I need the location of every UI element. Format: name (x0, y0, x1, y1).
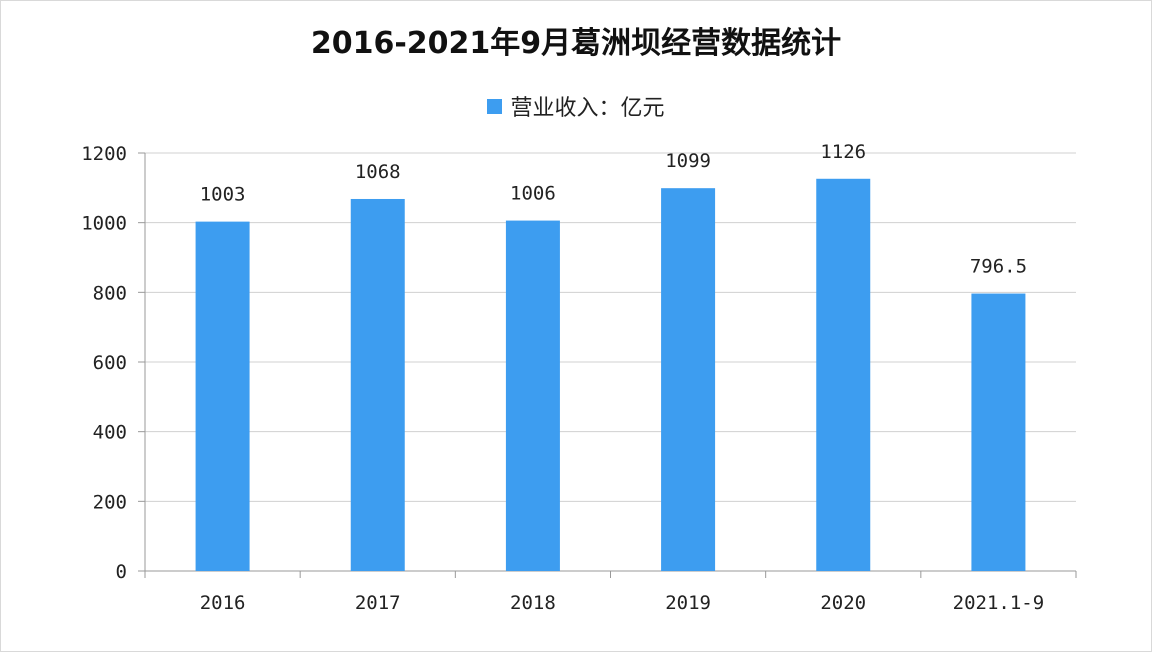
data-label: 1126 (820, 141, 866, 163)
legend-swatch (487, 98, 503, 114)
y-tick-label: 200 (93, 491, 127, 513)
y-tick-label: 1000 (81, 213, 127, 235)
x-tick-label: 2017 (355, 592, 401, 614)
y-tick-label: 800 (93, 282, 127, 304)
data-label: 1099 (665, 150, 711, 172)
x-tick-label: 2018 (510, 592, 556, 614)
x-tick-label: 2016 (200, 592, 246, 614)
y-tick-label: 400 (93, 422, 127, 444)
legend: 营业收入：亿元 (0, 90, 1152, 122)
data-label: 1006 (510, 183, 556, 205)
x-tick-label: 2020 (820, 592, 866, 614)
y-tick-label: 600 (93, 352, 127, 374)
bar (195, 221, 250, 571)
bar (816, 178, 871, 571)
bar (661, 188, 716, 571)
y-tick-label: 1200 (81, 143, 127, 165)
y-tick-label: 0 (116, 561, 127, 583)
chart-title: 2016-2021年9月葛洲坝经营数据统计 (310, 26, 842, 61)
data-label: 1068 (355, 161, 401, 183)
bar (505, 220, 560, 571)
data-label: 1003 (200, 184, 246, 206)
data-label: 796.5 (970, 256, 1027, 278)
bar (971, 293, 1026, 571)
legend-label: 营业收入：亿元 (510, 96, 665, 121)
x-tick-label: 2021.1-9 (953, 592, 1045, 614)
bar (350, 198, 405, 572)
x-tick-label: 2019 (665, 592, 711, 614)
